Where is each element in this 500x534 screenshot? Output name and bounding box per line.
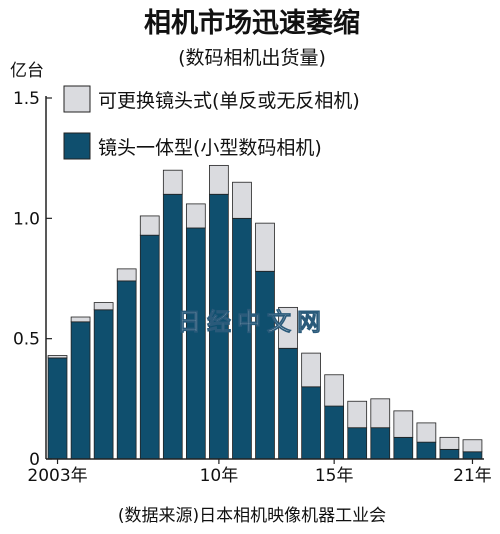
bar-fixed-lens-2006 [116,280,137,460]
bar-fixed-lens-2021 [462,451,483,460]
source-note: (数据来源)日本相机映像机器工业会 [118,506,386,526]
bar-interchangeable-2007 [139,215,160,236]
x-tick-label: 10年 [200,466,239,486]
x-tick-label: 15年 [315,466,354,486]
bar-interchangeable-2008 [162,169,183,195]
bar-interchangeable-2010 [209,164,229,195]
bar-interchangeable-2004 [70,316,91,323]
bar-interchangeable-2018 [393,410,414,438]
chart-title: 相机市场迅速萎缩 [144,7,360,39]
chart-subtitle: (数码相机出货量) [178,47,326,69]
bar-interchangeable-2009 [185,203,206,229]
bar-interchangeable-2017 [370,398,391,429]
bar-fixed-lens-2020 [439,448,460,460]
bar-fixed-lens-2007 [139,234,160,460]
bar-interchangeable-2012 [255,222,275,272]
y-tick-label: 0.5 [13,330,40,350]
bar-fixed-lens-2015 [324,405,345,460]
legend-swatch-interchangeable [63,85,91,113]
bar-interchangeable-2016 [347,400,368,429]
bar-fixed-lens-2005 [93,309,114,460]
bar-fixed-lens-2011 [232,217,252,460]
y-tick-label: 0 [29,450,40,470]
legend-swatch-fixed-lens [63,132,91,160]
bar-interchangeable-2005 [93,302,114,311]
bar-interchangeable-2006 [116,268,137,282]
bar-interchangeable-2014 [301,352,321,388]
bar-interchangeable-2019 [416,422,437,443]
bar-interchangeable-2003 [47,355,68,359]
y-axis-unit: 亿台 [10,61,44,81]
axes: 0 0.5 1.0 1.5 2003年 10年 15年 21年 [13,89,492,486]
bar-fixed-lens-2013 [278,347,298,460]
bar-fixed-lens-2018 [393,436,414,460]
bar-fixed-lens-2003 [47,357,68,460]
legend-label-fixed-lens: 镜头一体型(小型数码相机) [98,137,322,159]
bar-fixed-lens-2012 [255,270,275,460]
legend-label-interchangeable: 可更换镜头式(单反或无反相机) [98,90,360,112]
bar-fixed-lens-2009 [185,227,206,460]
bar-fixed-lens-2004 [70,321,91,460]
bar-fixed-lens-2016 [347,427,368,460]
bar-interchangeable-2021 [462,439,483,453]
x-tick-label: 2003年 [27,466,87,486]
bar-fixed-lens-2019 [416,441,437,460]
bar-fixed-lens-2017 [370,427,391,460]
bar-interchangeable-2015 [324,374,345,407]
y-tick-label: 1.5 [13,89,40,109]
x-tick-label: 21年 [453,466,492,486]
bar-interchangeable-2013 [278,306,298,349]
bar-fixed-lens-2014 [301,386,321,460]
bar-interchangeable-2020 [439,436,460,450]
watermark: 日经中文网 [177,308,327,336]
y-tick-label: 1.0 [13,209,40,229]
legend: 可更换镜头式(单反或无反相机) 镜头一体型(小型数码相机) [63,85,360,160]
bar-interchangeable-2011 [232,181,252,219]
